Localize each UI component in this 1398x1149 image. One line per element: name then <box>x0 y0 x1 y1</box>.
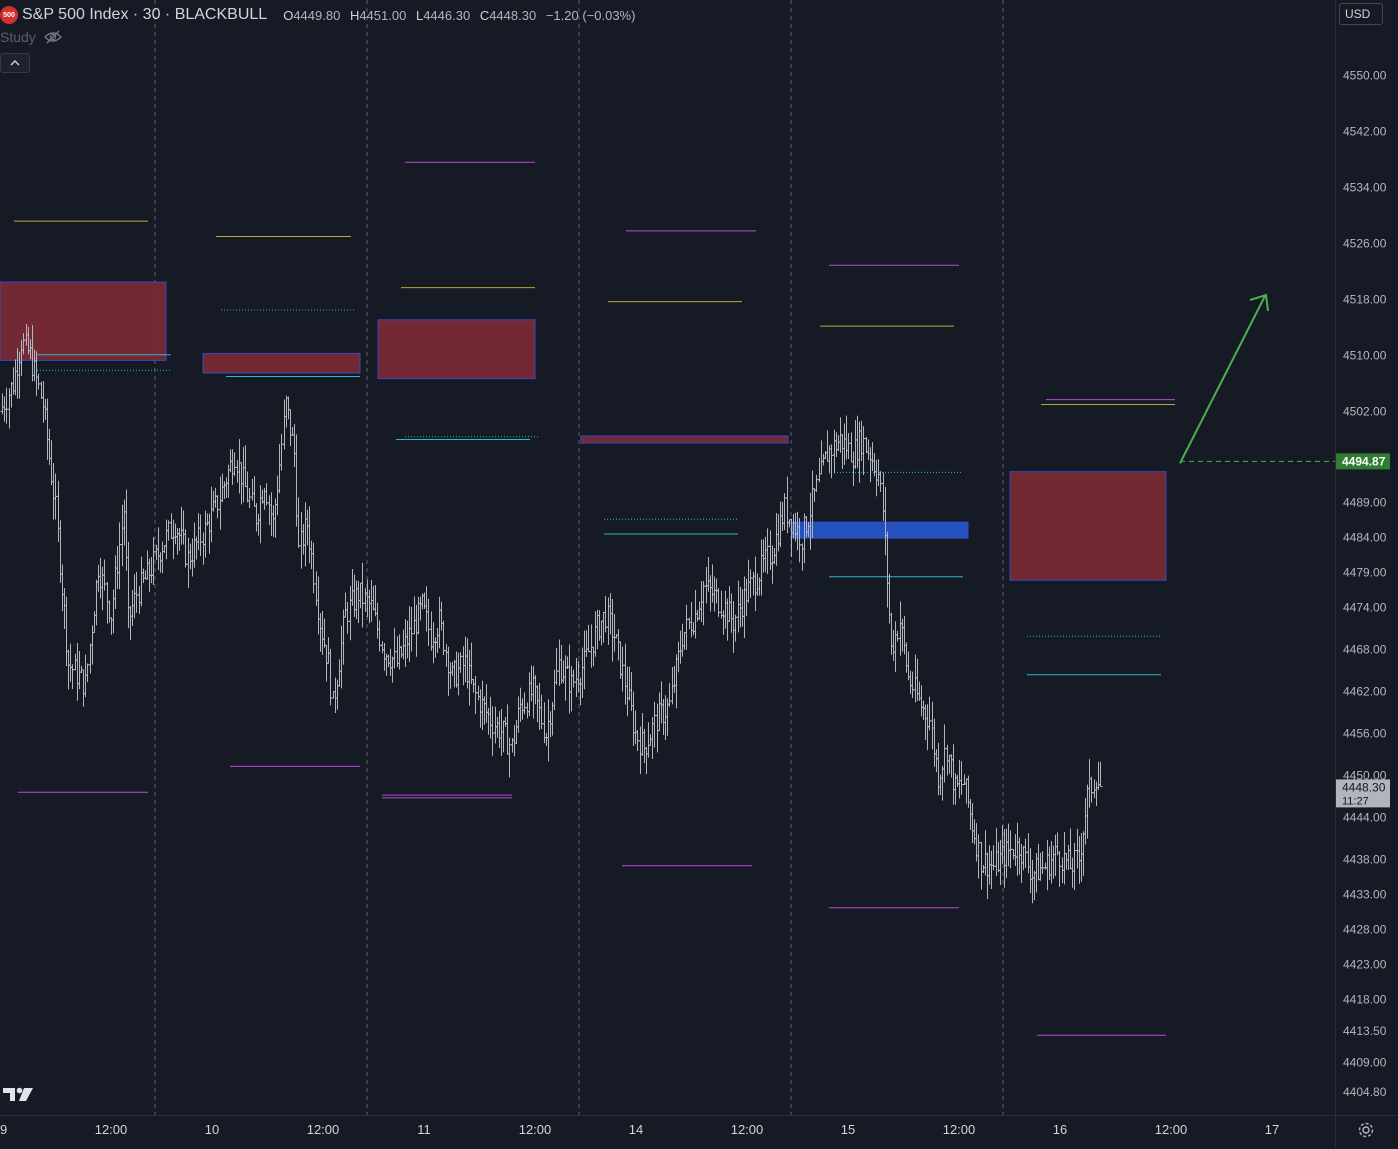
current-price-badge <box>1336 779 1390 808</box>
ohlc-values: O4449.80 H4451.00 L4446.30 C4448.30 −1.2… <box>277 8 635 23</box>
time-tick-label: 14 <box>629 1122 643 1137</box>
time-tick-label: 10 <box>205 1122 219 1137</box>
study-label[interactable]: Study <box>0 29 36 45</box>
time-tick-label: 12:00 <box>943 1122 976 1137</box>
price-tick-label: 4479.00 <box>1343 566 1387 580</box>
price-tick-label: 4502.00 <box>1343 405 1387 419</box>
low-value: 4446.30 <box>423 7 471 23</box>
supply-zone <box>580 435 789 444</box>
price-tick-label: 4484.00 <box>1343 531 1387 545</box>
low-label: L <box>415 7 424 23</box>
symbol-title[interactable]: S&P 500 Index · 30 · BLACKBULL <box>22 6 268 23</box>
price-tick-label: 4550.00 <box>1343 69 1387 83</box>
price-tick-label: 4534.00 <box>1343 181 1387 195</box>
countdown-label: 11:27 <box>1342 795 1369 807</box>
supply-zone <box>202 352 361 374</box>
time-tick-label: 12:00 <box>95 1122 128 1137</box>
supply-zone <box>1009 471 1167 581</box>
currency-label: USD <box>1345 7 1371 21</box>
price-tick-label: 4456.00 <box>1343 727 1387 741</box>
high-label: H <box>349 7 360 23</box>
time-tick-label: 15 <box>841 1122 855 1137</box>
price-tick-label: 4404.80 <box>1343 1085 1387 1099</box>
marked-price-label: 4494.87 <box>1342 454 1386 468</box>
close-label: C <box>479 7 490 23</box>
supply-zone <box>0 281 167 361</box>
demand-zone <box>791 521 969 539</box>
time-tick-label: 16 <box>1053 1122 1067 1137</box>
projection-arrow-shaft[interactable] <box>1179 295 1266 464</box>
price-tick-label: 4409.00 <box>1343 1056 1387 1070</box>
currency-selector[interactable]: USD <box>1339 3 1383 25</box>
price-tick-label: 4526.00 <box>1343 237 1387 251</box>
price-tick-label: 4542.00 <box>1343 125 1387 139</box>
supply-zone <box>377 319 536 380</box>
high-value: 4451.00 <box>359 7 407 23</box>
price-tick-label: 4474.00 <box>1343 601 1387 615</box>
symbol-logo: 500 <box>0 6 18 24</box>
gear-icon[interactable] <box>1357 1121 1375 1139</box>
price-tick-label: 4438.00 <box>1343 853 1387 867</box>
time-tick-label: 12:00 <box>307 1122 340 1137</box>
time-tick-label: 9 <box>0 1122 7 1137</box>
price-tick-label: 4413.50 <box>1343 1024 1387 1038</box>
open-value: 4449.80 <box>293 7 341 23</box>
collapse-legend-button[interactable] <box>0 53 30 73</box>
marked-price-badge <box>1336 453 1390 470</box>
close-value: 4448.30 <box>489 7 537 23</box>
price-tick-label: 4462.00 <box>1343 685 1387 699</box>
time-tick-label: 11 <box>417 1122 431 1137</box>
current-price-label: 4448.30 <box>1342 780 1386 794</box>
change-value: −1.20 (−0.03%) <box>545 7 636 23</box>
symbol-legend: 500 S&P 500 Index · 30 · BLACKBULL O4449… <box>0 4 635 26</box>
chevron-up-icon <box>10 60 20 66</box>
time-tick-label: 12:00 <box>519 1122 552 1137</box>
price-tick-label: 4423.00 <box>1343 958 1387 972</box>
study-row: Study <box>0 29 62 45</box>
price-tick-label: 4518.00 <box>1343 293 1387 307</box>
price-tick-label: 4468.00 <box>1343 643 1387 657</box>
time-tick-label: 12:00 <box>1155 1122 1188 1137</box>
price-tick-label: 4418.00 <box>1343 993 1387 1007</box>
price-tick-label: 4428.00 <box>1343 923 1387 937</box>
projection-arrow-head[interactable] <box>1249 293 1269 312</box>
time-tick-label: 17 <box>1265 1122 1279 1137</box>
price-tick-label: 4489.00 <box>1343 496 1387 510</box>
hidden-eye-icon[interactable] <box>43 30 62 44</box>
time-tick-label: 12:00 <box>731 1122 764 1137</box>
price-tick-label: 4510.00 <box>1343 349 1387 363</box>
tradingview-logo-icon[interactable] <box>2 1085 36 1103</box>
open-label: O <box>283 7 294 23</box>
price-tick-label: 4450.00 <box>1343 769 1387 783</box>
price-tick-label: 4444.00 <box>1343 811 1387 825</box>
price-tick-label: 4433.00 <box>1343 888 1387 902</box>
